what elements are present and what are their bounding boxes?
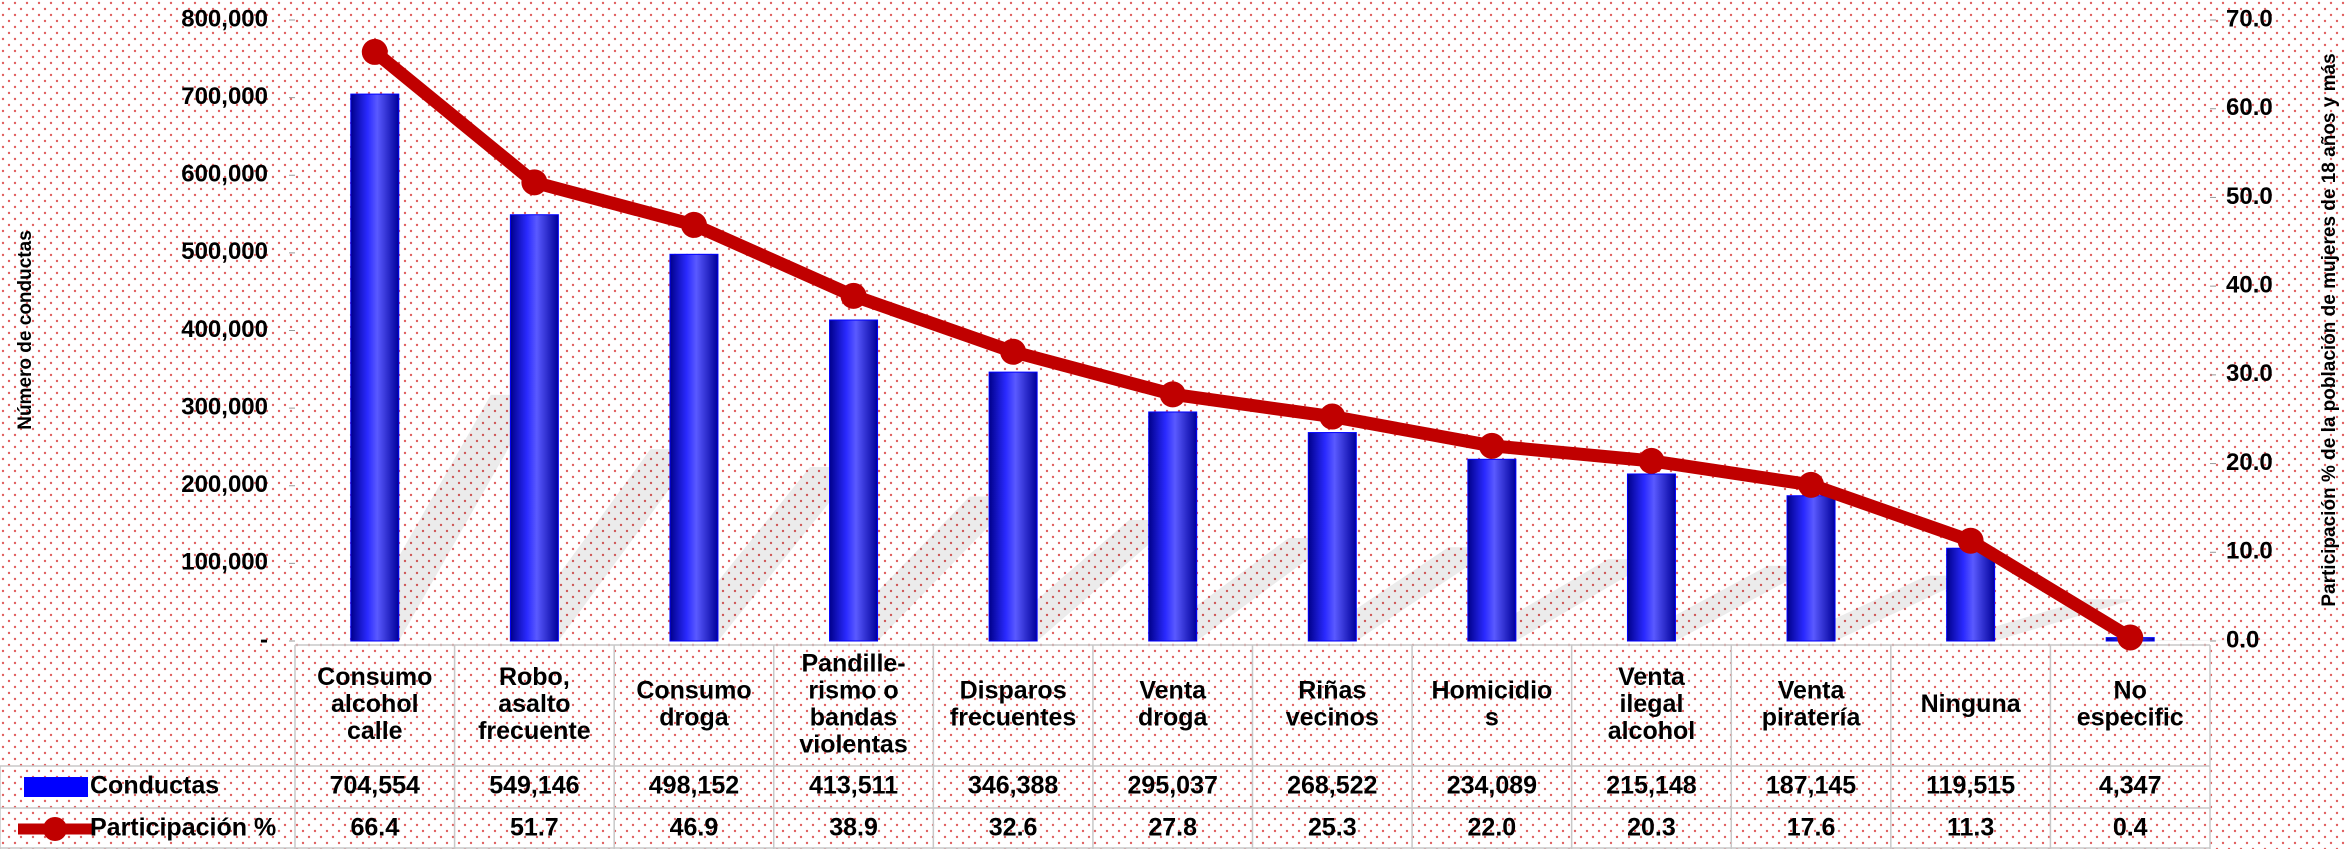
legend-swatch — [24, 777, 88, 797]
y-tick-label: 800,000 — [181, 5, 268, 32]
bar — [509, 214, 559, 642]
y-tick-label: - — [260, 626, 268, 653]
x-tick-label: Venta ilegal alcohol — [1608, 663, 1696, 745]
x-tick-label: Venta piratería — [1762, 676, 1862, 731]
bar — [1148, 411, 1198, 642]
table-value: 704,554 — [330, 772, 420, 800]
bar — [1626, 473, 1676, 642]
line-marker — [680, 211, 707, 238]
table-value: 20.3 — [1627, 814, 1676, 842]
line-marker — [1319, 403, 1346, 430]
y-tick-label: 600,000 — [181, 161, 268, 188]
table-value: 4,347 — [2099, 772, 2162, 800]
y2-tick-label: 70.0 — [2226, 5, 2273, 32]
y-tick-label: 100,000 — [181, 549, 268, 576]
line-marker — [1957, 527, 1984, 554]
legend-label: Participación % — [90, 814, 276, 842]
table-value: 0.4 — [2113, 814, 2148, 842]
line-marker — [521, 169, 548, 196]
table-value: 25.3 — [1308, 814, 1357, 842]
x-tick-label: Pandille-rismo o bandas violentas — [799, 649, 907, 758]
bar — [669, 253, 719, 642]
table-value: 11.3 — [1947, 814, 1994, 842]
bar — [1946, 547, 1996, 642]
bar — [1467, 458, 1517, 642]
line — [370, 46, 2134, 644]
y-tick-label: 200,000 — [181, 471, 268, 498]
y2-tick-label: 50.0 — [2226, 183, 2273, 210]
bar — [988, 371, 1038, 642]
table-value: 32.6 — [989, 814, 1038, 842]
y2-tick-label: 10.0 — [2226, 538, 2273, 565]
x-tick-label: No especific — [2077, 676, 2184, 731]
x-tick-label: Venta droga — [1138, 676, 1209, 731]
table-value: 234,089 — [1447, 772, 1537, 800]
x-tick-label: Robo, asalto frecuente — [478, 663, 591, 745]
line-marker — [1478, 432, 1505, 459]
x-tick-label: Consumo alcohol calle — [317, 663, 432, 745]
x-tick-label: Ninguna — [1921, 690, 2022, 718]
line-marker — [1000, 338, 1027, 365]
line-marker — [840, 282, 867, 309]
y2-tick-label: 20.0 — [2226, 449, 2273, 476]
table-value: 46.9 — [670, 814, 719, 842]
legend-label: Conductas — [90, 772, 219, 800]
table-value: 22.0 — [1468, 814, 1517, 842]
y2-tick-label: 60.0 — [2226, 94, 2273, 121]
table-value: 17.6 — [1787, 814, 1836, 842]
line-marker — [361, 38, 388, 65]
table-value: 549,146 — [489, 772, 579, 800]
table-value: 295,037 — [1128, 772, 1218, 800]
y-tick-label: 700,000 — [181, 83, 268, 110]
table-value: 215,148 — [1606, 772, 1696, 800]
table-value: 66.4 — [350, 814, 399, 842]
bar — [350, 93, 400, 642]
table-value: 27.8 — [1148, 814, 1197, 842]
line-marker — [1159, 381, 1186, 408]
legend-swatch — [43, 817, 67, 841]
x-tick-label: Consumo droga — [636, 676, 751, 731]
bar — [829, 319, 879, 642]
y-tick-label: 400,000 — [181, 316, 268, 343]
y-tick-label: 500,000 — [181, 238, 268, 265]
y-axis-label: Número de conductas — [15, 230, 36, 430]
table-value: 498,152 — [649, 772, 739, 800]
x-tick-label: Disparos frecuentes — [950, 676, 1076, 731]
bar — [1786, 495, 1836, 642]
y2-tick-label: 30.0 — [2226, 360, 2273, 387]
table-value: 119,515 — [1926, 772, 2015, 800]
y-tick-label: 300,000 — [181, 393, 268, 420]
table-value: 187,145 — [1766, 772, 1856, 800]
y2-axis-label: Participación % de la población de mujer… — [2319, 53, 2340, 606]
x-tick-label: Riñas vecinos — [1286, 676, 1379, 731]
line-marker — [1798, 471, 1825, 498]
table-value: 413,511 — [809, 772, 898, 800]
bar — [1307, 432, 1357, 642]
line-marker — [1638, 447, 1665, 474]
y2-tick-label: 0.0 — [2226, 626, 2259, 653]
y2-tick-label: 40.0 — [2226, 271, 2273, 298]
table-value: 346,388 — [968, 772, 1058, 800]
table-value: 51.7 — [510, 814, 559, 842]
line-marker — [2117, 624, 2144, 651]
table-value: 38.9 — [829, 814, 878, 842]
table-value: 268,522 — [1287, 772, 1377, 800]
x-tick-label: Homicidio s — [1431, 676, 1552, 731]
